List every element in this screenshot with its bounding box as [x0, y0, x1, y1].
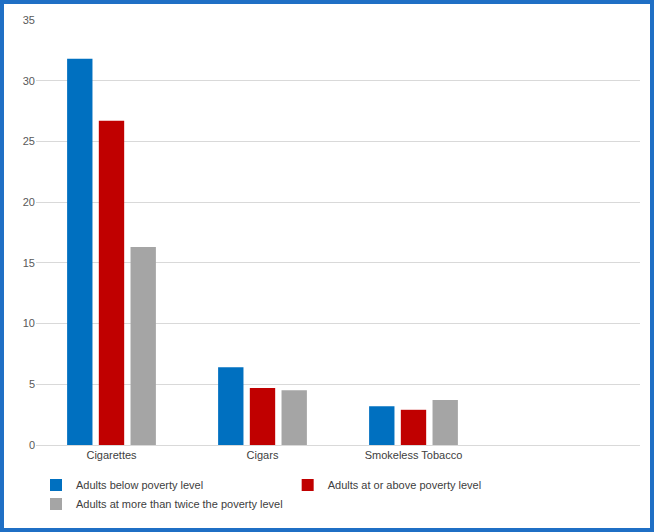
- svg-text:Adults below poverty level: Adults below poverty level: [76, 479, 203, 491]
- svg-text:15: 15: [23, 257, 35, 269]
- svg-text:5: 5: [29, 378, 35, 390]
- svg-text:20: 20: [23, 196, 35, 208]
- svg-text:0: 0: [29, 439, 35, 451]
- svg-text:30: 30: [23, 75, 35, 87]
- svg-text:35: 35: [23, 14, 35, 26]
- svg-text:Smokeless Tobacco: Smokeless Tobacco: [365, 449, 463, 461]
- svg-text:Cigarettes: Cigarettes: [86, 449, 137, 461]
- svg-text:Adults at more than twice the: Adults at more than twice the poverty le…: [76, 498, 283, 510]
- svg-text:Adults at or above poverty lev: Adults at or above poverty level: [328, 479, 481, 491]
- svg-text:Cigars: Cigars: [247, 449, 279, 461]
- svg-text:10: 10: [23, 317, 35, 329]
- svg-text:25: 25: [23, 135, 35, 147]
